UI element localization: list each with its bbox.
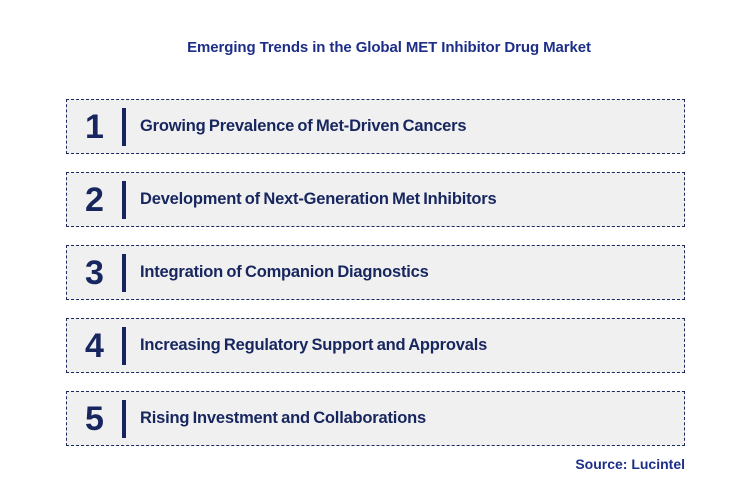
trend-number: 3 [85,254,104,292]
page-title: Emerging Trends in the Global MET Inhibi… [187,39,591,56]
accent-bar [122,399,126,438]
trend-row-2: 2 Development of Next-Generation Met Inh… [66,172,685,227]
trend-row-5: 5 Rising Investment and Collaborations [66,391,685,446]
trend-label: Integration of Companion Diagnostics [140,263,429,281]
trend-label: Increasing Regulatory Support and Approv… [140,336,488,354]
trend-number: 1 [85,108,104,146]
trend-number: 5 [85,400,104,438]
accent-bar [122,180,126,219]
trend-label: Growing Prevalence of Met-Driven Cancers [140,117,467,135]
trend-label: Rising Investment and Collaborations [140,409,426,427]
trend-row-3: 3 Integration of Companion Diagnostics [66,245,685,300]
accent-bar [122,326,126,365]
trend-row-1: 1 Growing Prevalence of Met-Driven Cance… [66,99,685,154]
trend-list: 1 Growing Prevalence of Met-Driven Cance… [66,99,685,464]
accent-bar [122,107,126,146]
trend-number: 4 [85,327,104,365]
trend-label: Development of Next-Generation Met Inhib… [140,190,497,208]
accent-bar [122,253,126,292]
source-attribution: Source: Lucintel [575,456,685,472]
trend-number: 2 [85,181,104,219]
trend-row-4: 4 Increasing Regulatory Support and Appr… [66,318,685,373]
